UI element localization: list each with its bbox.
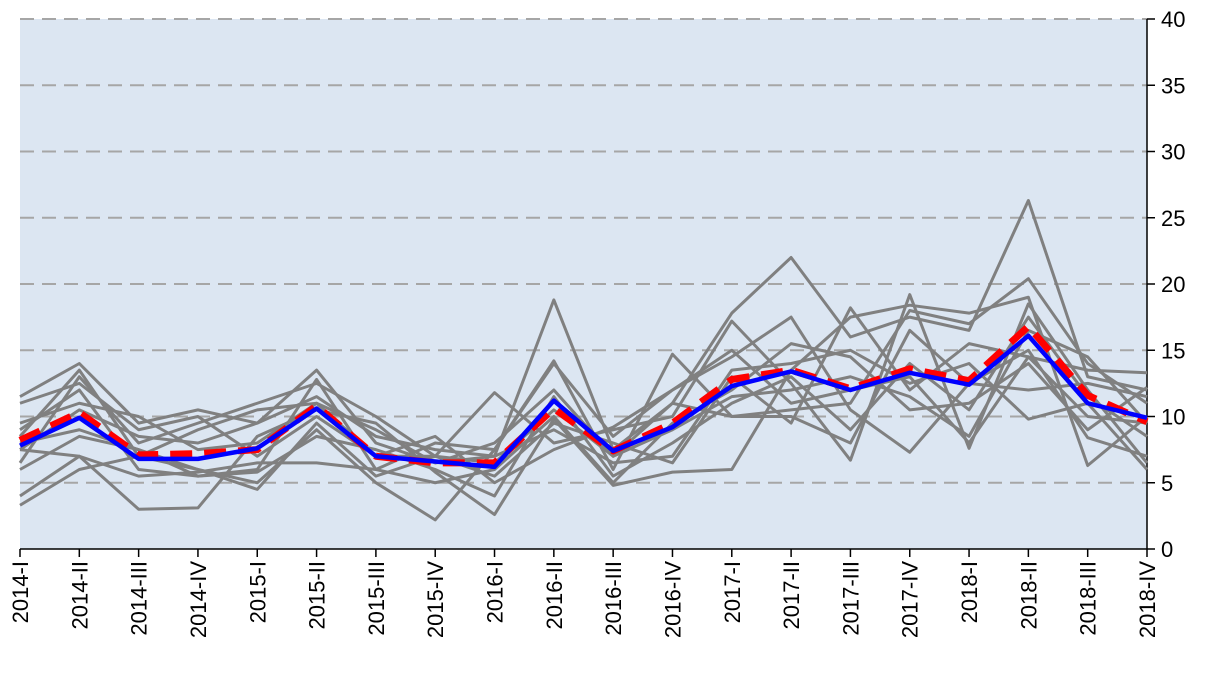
x-tick-label: 2018-IV xyxy=(1135,561,1160,638)
series-line xyxy=(19,342,1148,485)
series-line xyxy=(19,348,1149,471)
y-tick-label: 15 xyxy=(1161,338,1185,363)
y-tick-label: 35 xyxy=(1161,73,1185,98)
series-line xyxy=(19,315,1148,498)
x-tick-label: 2017-III xyxy=(838,561,863,636)
x-tick-label: 2016-III xyxy=(601,561,626,636)
y-tick-label: 10 xyxy=(1161,405,1185,430)
x-tick-label: 2014-IV xyxy=(186,561,211,638)
x-tick-label: 2015-IV xyxy=(423,561,448,638)
x-tick-label: 2015-II xyxy=(305,561,330,630)
x-tick-label: 2016-I xyxy=(483,561,508,623)
y-tick-label: 5 xyxy=(1161,471,1173,496)
x-tick-label: 2018-III xyxy=(1076,561,1101,636)
series-line xyxy=(19,295,1148,517)
x-tick-label: 2017-IV xyxy=(898,561,923,638)
x-tick-label: 2016-II xyxy=(542,561,567,630)
x-tick-label: 2014-I xyxy=(8,561,33,623)
series-line xyxy=(19,199,1148,465)
x-tick-label: 2015-III xyxy=(364,561,389,636)
y-tick-label: 30 xyxy=(1161,140,1185,165)
series-line xyxy=(18,322,1149,467)
x-tick-label: 2016-IV xyxy=(660,561,685,638)
x-tick-label: 2015-I xyxy=(245,561,270,623)
y-tick-label: 20 xyxy=(1161,272,1185,297)
x-tick-label: 2014-III xyxy=(127,561,152,636)
x-tick-label: 2014-II xyxy=(67,561,92,630)
series-line xyxy=(19,333,1148,470)
x-tick-label: 2018-I xyxy=(957,561,982,623)
x-tick-label: 2017-II xyxy=(779,561,804,630)
y-tick-label: 0 xyxy=(1161,537,1173,562)
x-tick-label: 2017-I xyxy=(720,561,745,623)
y-tick-label: 25 xyxy=(1161,206,1185,231)
y-tick-label: 40 xyxy=(1161,7,1185,32)
x-tick-label: 2018-II xyxy=(1016,561,1041,630)
